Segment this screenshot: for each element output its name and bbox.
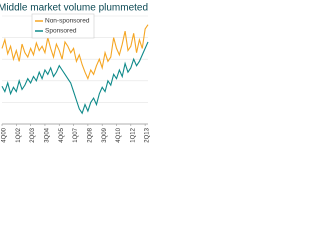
x-tick-label: 1Q02 [16,127,22,142]
x-tick-label: 3Q09 [102,127,108,142]
x-tick-label: 4Q05 [59,127,65,142]
legend-box [31,13,95,39]
x-tick-label: 2Q13 [145,127,150,142]
line-series [1,41,149,115]
legend-label: Sponsored [45,28,77,35]
x-tick-label: 4Q00 [2,127,8,142]
chart-title: Middle market volume plummeted in 3 [0,3,150,14]
chart: Middle market volume plummeted in 3 4Q00… [0,3,150,143]
x-tick-label: 2Q03 [30,127,36,142]
x-tick-label: 1Q12 [130,127,136,142]
x-tick-label: 2Q08 [87,127,93,142]
line-series [1,24,149,81]
legend-label: Non-sponsored [45,18,90,25]
x-tick-label: 1Q07 [73,127,79,142]
x-tick-label: 4Q10 [116,127,122,142]
x-tick-label: 3Q04 [45,127,51,142]
